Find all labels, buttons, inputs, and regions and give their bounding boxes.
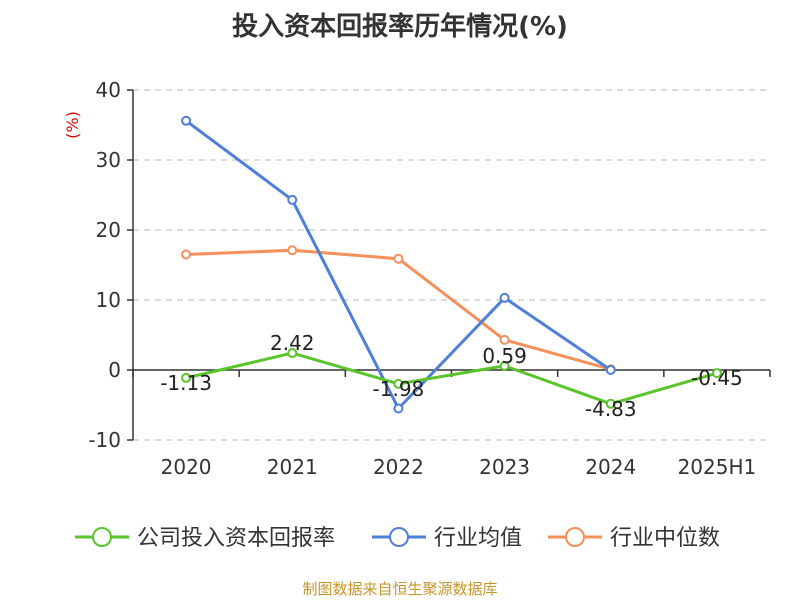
data-point <box>181 115 192 126</box>
data-point <box>605 398 616 409</box>
data-point <box>287 245 298 256</box>
x-tick-label: 2024 <box>585 455 636 479</box>
data-labels: -1.13 2.42 -1.98 0.59 -4.83 -0.45 <box>160 331 743 421</box>
series-line-0 <box>185 351 718 406</box>
data-point <box>499 292 510 303</box>
x-tick-label: 2020 <box>161 455 212 479</box>
legend-marker <box>92 527 112 547</box>
y-tick-label: 20 <box>96 218 121 242</box>
data-point <box>499 360 510 371</box>
legend-marker <box>565 527 585 547</box>
data-label: -1.98 <box>373 377 425 401</box>
legend-item-2: 行业中位数 <box>548 526 720 551</box>
series-2 <box>181 245 616 375</box>
data-point <box>393 253 404 264</box>
legend-item-0: 公司投入资本回报率 <box>75 526 335 551</box>
y-tick-label: 10 <box>96 288 121 312</box>
data-label: -0.45 <box>691 366 743 390</box>
data-point <box>181 372 192 383</box>
x-tick-label: 2025H1 <box>678 455 757 479</box>
legend-label: 行业均值 <box>434 526 522 551</box>
axes: -10 0 10 20 30 40 2020 2021 2022 2023 2024 2025H1 <box>88 78 771 479</box>
data-label: 0.59 <box>482 344 527 368</box>
data-point <box>287 194 298 205</box>
data-point <box>711 368 722 379</box>
data-point <box>181 249 192 260</box>
series-line-2 <box>186 248 612 371</box>
y-axis-unit-label: (%) <box>63 111 82 139</box>
chart-title: 投入资本回报率历年情况(%) <box>232 12 568 42</box>
series-0 <box>181 348 722 409</box>
legend-label: 行业中位数 <box>610 526 720 551</box>
series-lines <box>181 115 722 414</box>
legend-marker <box>389 527 409 547</box>
y-tick-label: -10 <box>88 428 121 452</box>
y-tick-label: 30 <box>96 148 121 172</box>
grid-lines <box>133 89 770 441</box>
x-tick-label: 2023 <box>479 455 530 479</box>
data-point <box>393 403 404 414</box>
data-label: -4.83 <box>585 397 637 421</box>
source-note: 制图数据来自恒生聚源数据库 <box>302 580 498 598</box>
series-1 <box>181 115 616 414</box>
data-label: -1.13 <box>160 371 212 395</box>
legend-label: 公司投入资本回报率 <box>137 526 335 551</box>
y-tick-label: 0 <box>108 358 121 382</box>
x-tick-label: 2021 <box>267 455 318 479</box>
series-line-1 <box>185 119 612 410</box>
data-point <box>605 365 616 375</box>
data-label: 2.42 <box>270 331 315 355</box>
data-point <box>287 348 298 359</box>
data-point <box>393 378 404 389</box>
legend-item-1: 行业均值 <box>372 526 522 551</box>
x-tick-label: 2022 <box>373 455 424 479</box>
legend: 公司投入资本回报率 行业均值 行业中位数 <box>75 526 720 551</box>
data-point <box>499 334 510 345</box>
y-tick-label: 40 <box>96 78 121 102</box>
